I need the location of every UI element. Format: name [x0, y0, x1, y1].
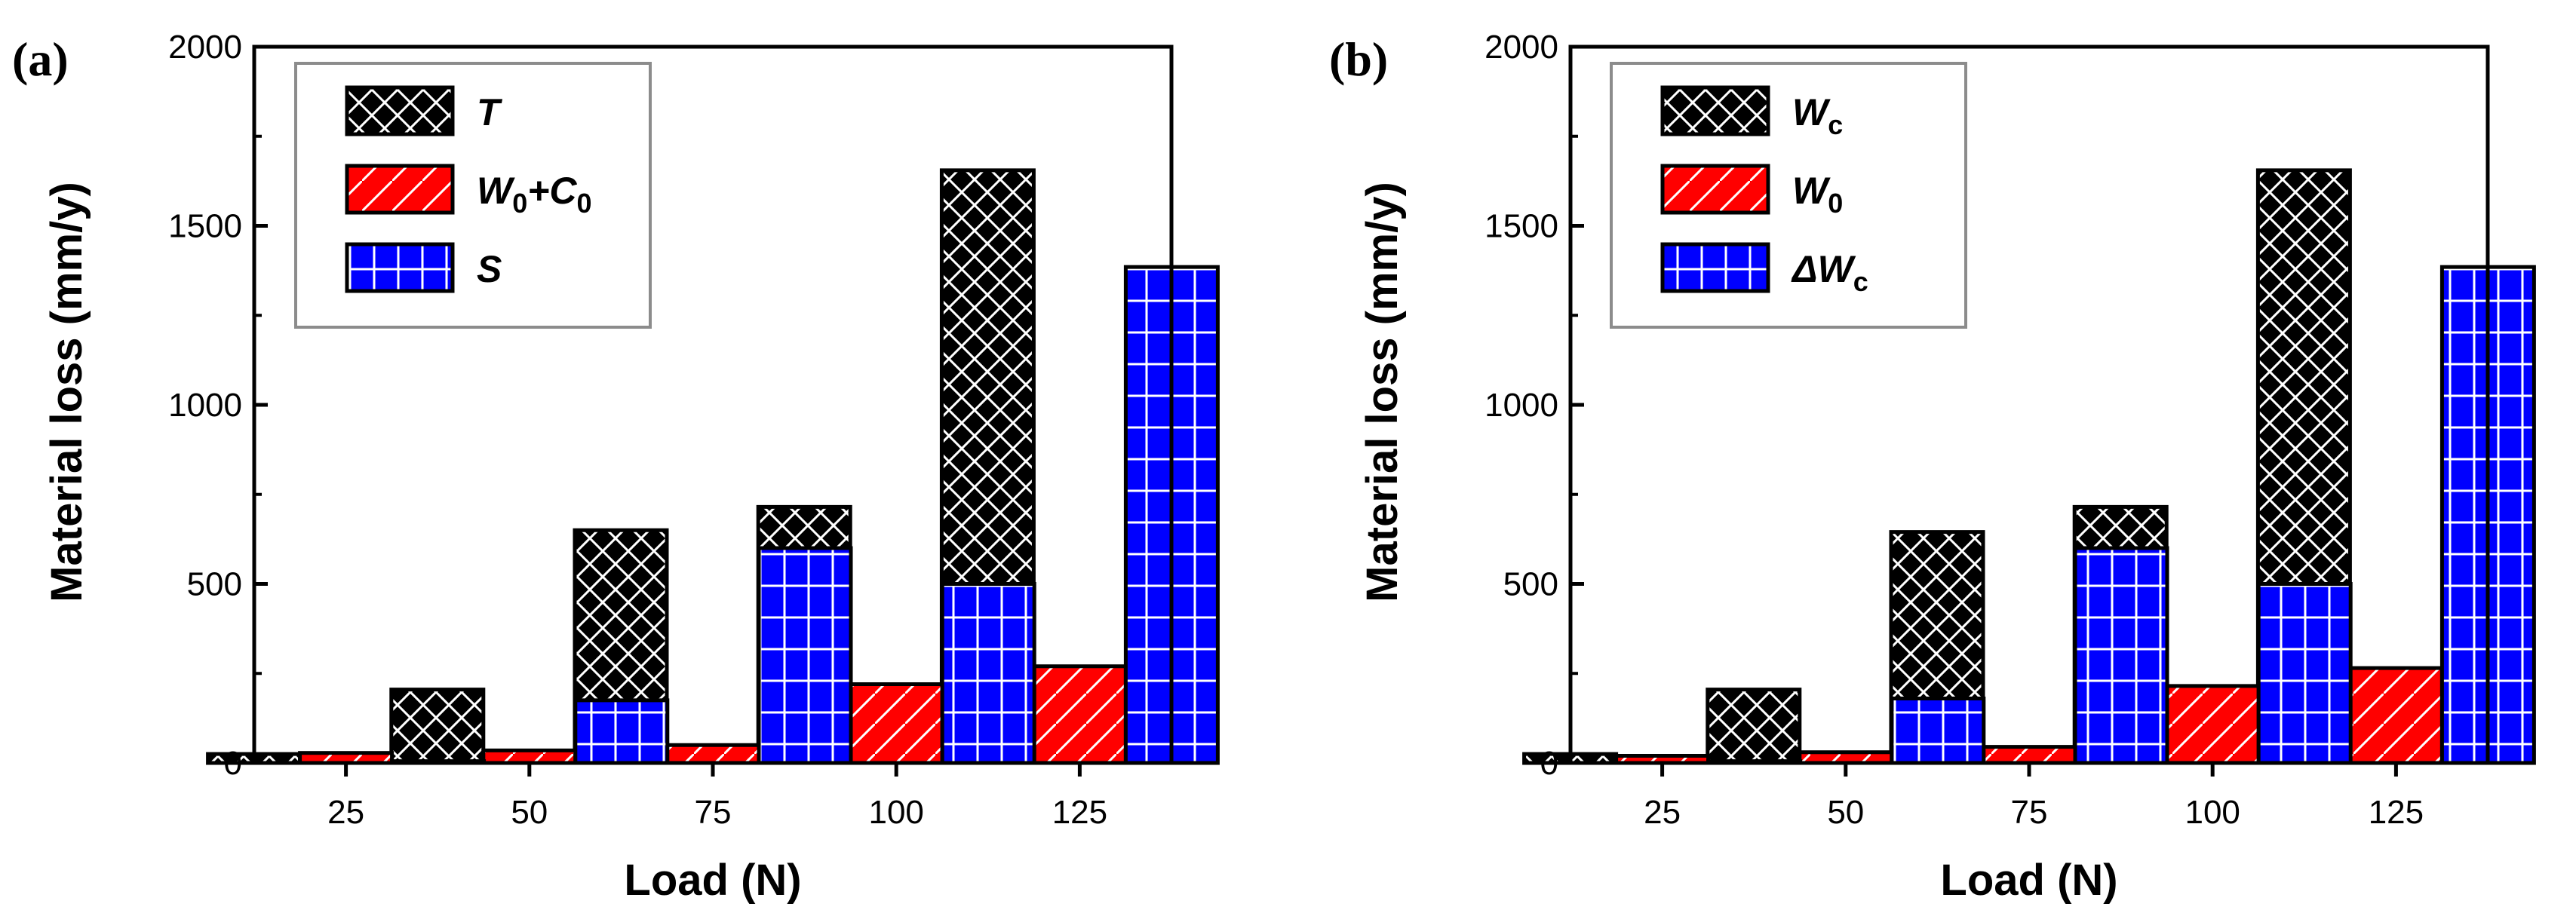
legend-label-S: S: [477, 248, 502, 290]
legend-label-W0C0: W0+C0: [477, 170, 592, 219]
bar-dWc-75: [2073, 546, 2169, 765]
bar-Wc-50: [1706, 688, 1802, 765]
legend-label-W0: W0: [1792, 170, 1843, 219]
x-tick-label-50: 50: [1827, 794, 1864, 831]
bar-S-100: [940, 582, 1036, 765]
y-tick-label: 500: [187, 566, 242, 603]
chart-panel-a: (a) Material loss (mm/y) Load (N) T W0+C0…: [12, 29, 1220, 905]
x-tick-label-25: 25: [327, 794, 364, 831]
y-tick-label: 1000: [1485, 387, 1558, 424]
bar-W0C0-125: [1031, 664, 1128, 765]
y-axis-label-a: Material loss (mm/y): [42, 182, 91, 602]
y-tick-label: 1500: [1485, 208, 1558, 245]
legend-label-Wc: Wc: [1792, 91, 1843, 140]
legend-swatch-S: [345, 242, 455, 293]
y-axis-label-b: Material loss (mm/y): [1358, 182, 1407, 602]
panel-label-b: (b): [1329, 32, 1388, 86]
chart-panel-b: (b) Material loss (mm/y) Load (N) Wc W0 ΔW…: [1329, 29, 2536, 905]
y-tick-label: 500: [1503, 566, 1558, 603]
x-tick-label-25: 25: [1644, 794, 1681, 831]
bar-W0-75: [1981, 745, 2077, 765]
x-tick-label-75: 75: [695, 794, 732, 831]
x-tick-label-75: 75: [2011, 794, 2048, 831]
y-tick-label: 1500: [168, 208, 242, 245]
bar-dWc-50: [1890, 697, 1986, 765]
x-tick-label-125: 125: [1052, 794, 1107, 831]
bar-dWc-100: [2256, 582, 2353, 765]
bar-W0C0-100: [848, 682, 944, 765]
bar-T-50: [389, 688, 486, 765]
legend-swatch-dWc: [1660, 242, 1770, 293]
x-axis-label-b: Load (N): [1940, 856, 2117, 905]
bar-W0-100: [2164, 684, 2261, 765]
legend-a: T W0+C0 S: [294, 62, 652, 329]
legend-swatch-Wc: [1660, 85, 1770, 136]
bar-S-50: [573, 698, 670, 765]
legend-b: Wc W0 ΔWc: [1610, 62, 1967, 329]
y-tick-label: 1000: [168, 387, 242, 424]
x-tick-label-100: 100: [2185, 794, 2240, 831]
y-tick-label: 2000: [1485, 29, 1558, 66]
y-tick-label: 2000: [168, 29, 242, 66]
legend-label-dWc: ΔWc: [1791, 248, 1868, 297]
x-tick-label-100: 100: [868, 794, 923, 831]
bar-S-75: [757, 546, 853, 765]
y-tick-label: 0: [224, 745, 242, 782]
y-tick-label: 0: [1540, 745, 1558, 782]
x-axis-label-a: Load (N): [624, 856, 801, 905]
bar-W0-125: [2347, 666, 2444, 765]
legend-swatch-W0: [1660, 164, 1770, 215]
legend-swatch-W0C0: [345, 164, 455, 215]
legend-label-T: T: [477, 91, 503, 133]
bar-W0C0-75: [665, 743, 761, 765]
x-tick-label-125: 125: [2369, 794, 2424, 831]
x-tick-label-50: 50: [511, 794, 548, 831]
panel-label-a: (a): [12, 32, 69, 86]
legend-swatch-T: [345, 85, 455, 136]
